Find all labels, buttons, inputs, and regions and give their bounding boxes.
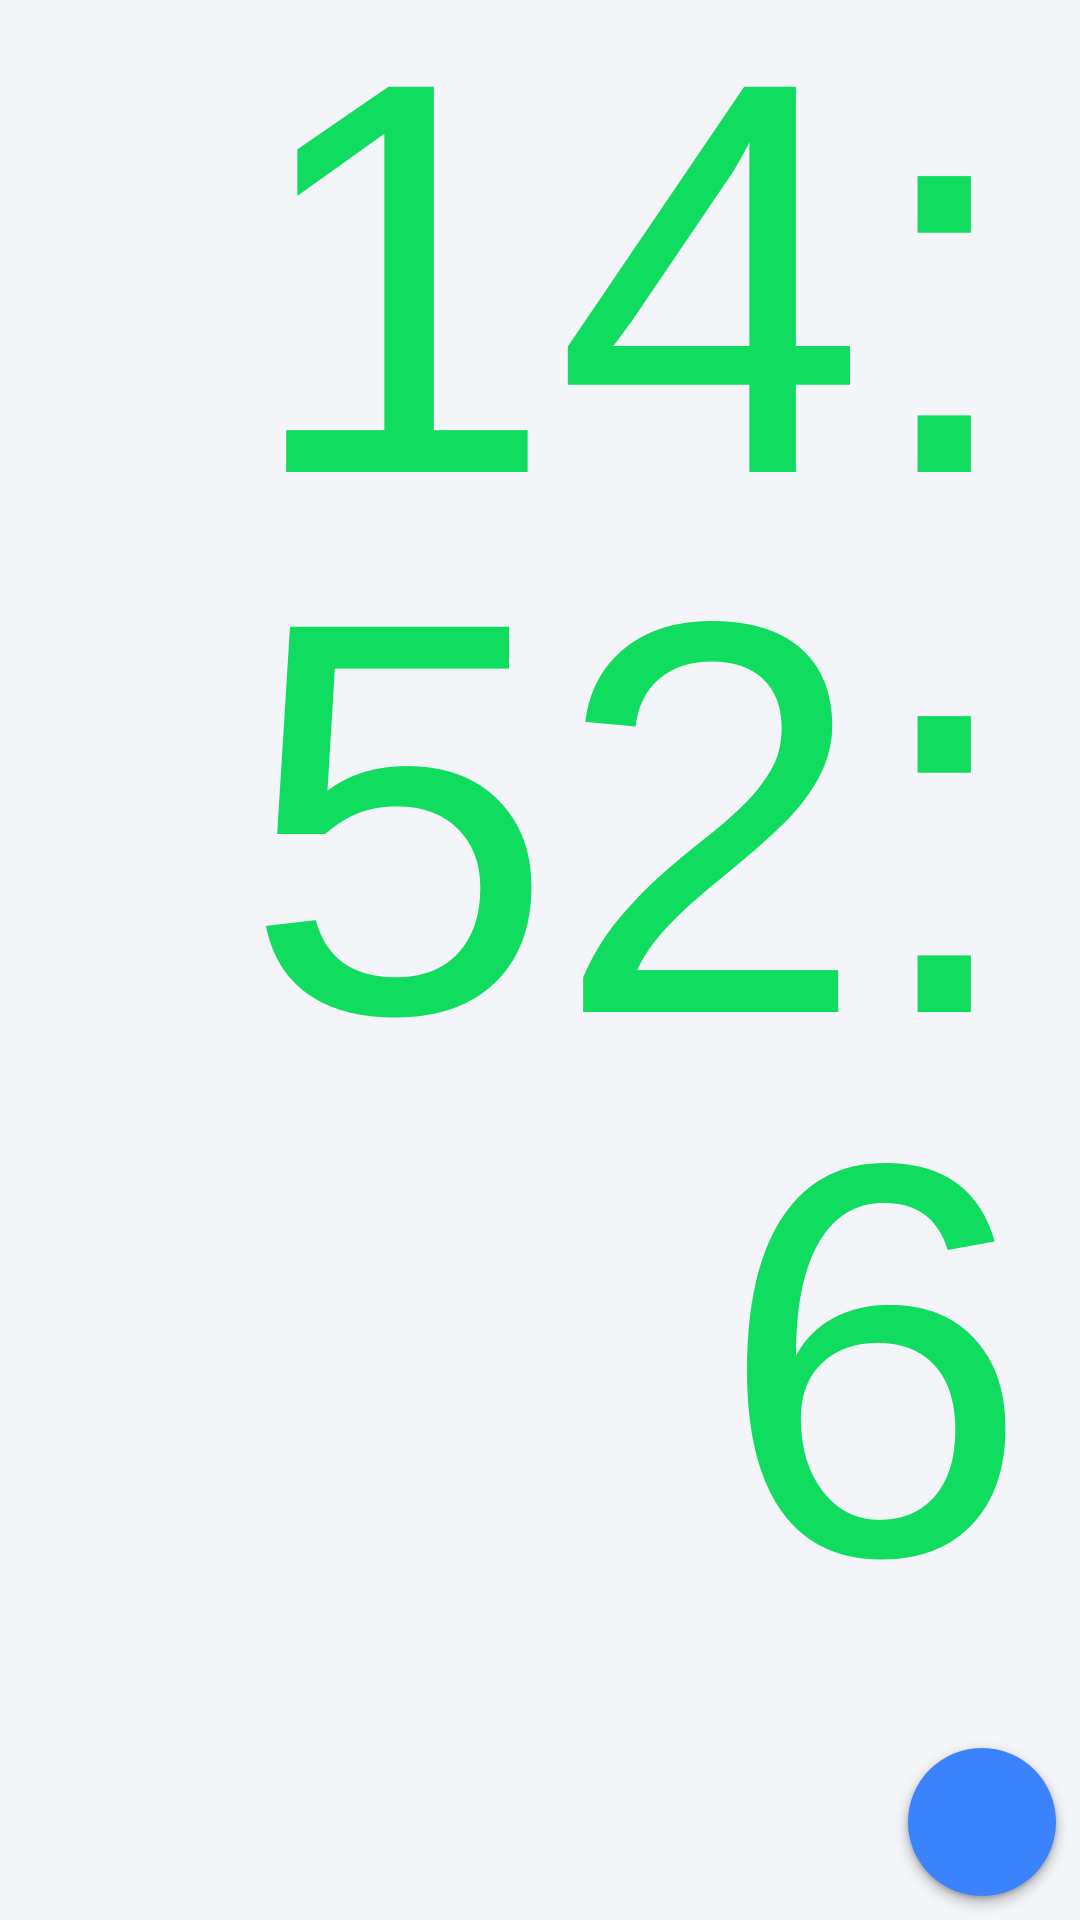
time-line-hours: 14:	[243, 0, 1022, 591]
time-line-minutes: 52:	[243, 505, 1022, 1131]
time-display: 14: 52: 6	[243, 0, 1030, 1673]
floating-action-button[interactable]	[908, 1748, 1056, 1896]
time-line-seconds: 6	[718, 1047, 1030, 1673]
